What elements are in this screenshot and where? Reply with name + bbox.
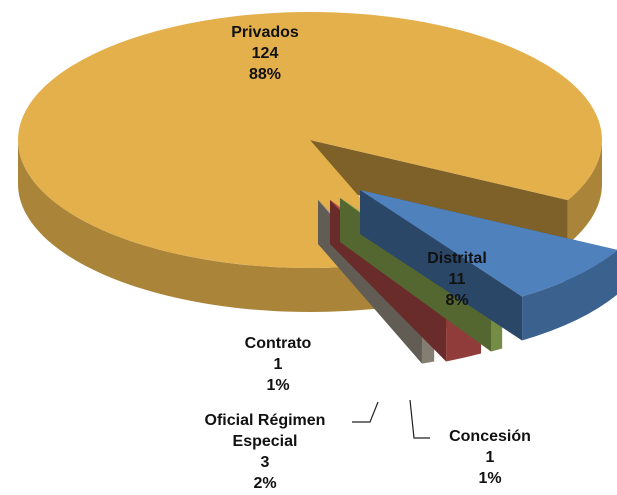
label-line: Concesión — [449, 428, 531, 445]
slice-wall — [310, 140, 568, 245]
label-line: 11 — [448, 271, 466, 288]
label-line: 88% — [248, 66, 282, 83]
data-label: Concesión 1 1% — [425, 426, 555, 489]
label-line: 2% — [253, 475, 277, 492]
pie-slice — [360, 190, 617, 341]
label-line: 3 — [260, 454, 270, 471]
slice-side — [18, 140, 414, 312]
slice-wall — [360, 190, 523, 341]
data-label: Distrital 11 8% — [397, 248, 517, 311]
slice-top — [360, 190, 617, 297]
label-line: 1% — [266, 377, 290, 394]
slice-side — [522, 250, 617, 341]
label-line: 1% — [478, 470, 502, 487]
slice-top — [18, 12, 603, 268]
label-line: 8% — [445, 292, 469, 309]
data-label: Oficial Régimen Especial 3 2% — [175, 410, 355, 494]
leader-line — [409, 399, 430, 439]
label-line: Oficial Régimen Especial — [204, 412, 326, 450]
label-line: Contrato — [244, 335, 312, 352]
data-label: Contrato 1 1% — [218, 333, 338, 396]
data-label: Privados 124 88% — [195, 22, 335, 85]
label-line: 1 — [485, 449, 495, 466]
leader-line — [352, 401, 379, 423]
label-line: 124 — [251, 45, 279, 62]
slice-side — [567, 140, 602, 245]
label-line: Distrital — [427, 250, 487, 267]
label-line: Privados — [231, 24, 299, 41]
label-line: 1 — [273, 356, 283, 373]
